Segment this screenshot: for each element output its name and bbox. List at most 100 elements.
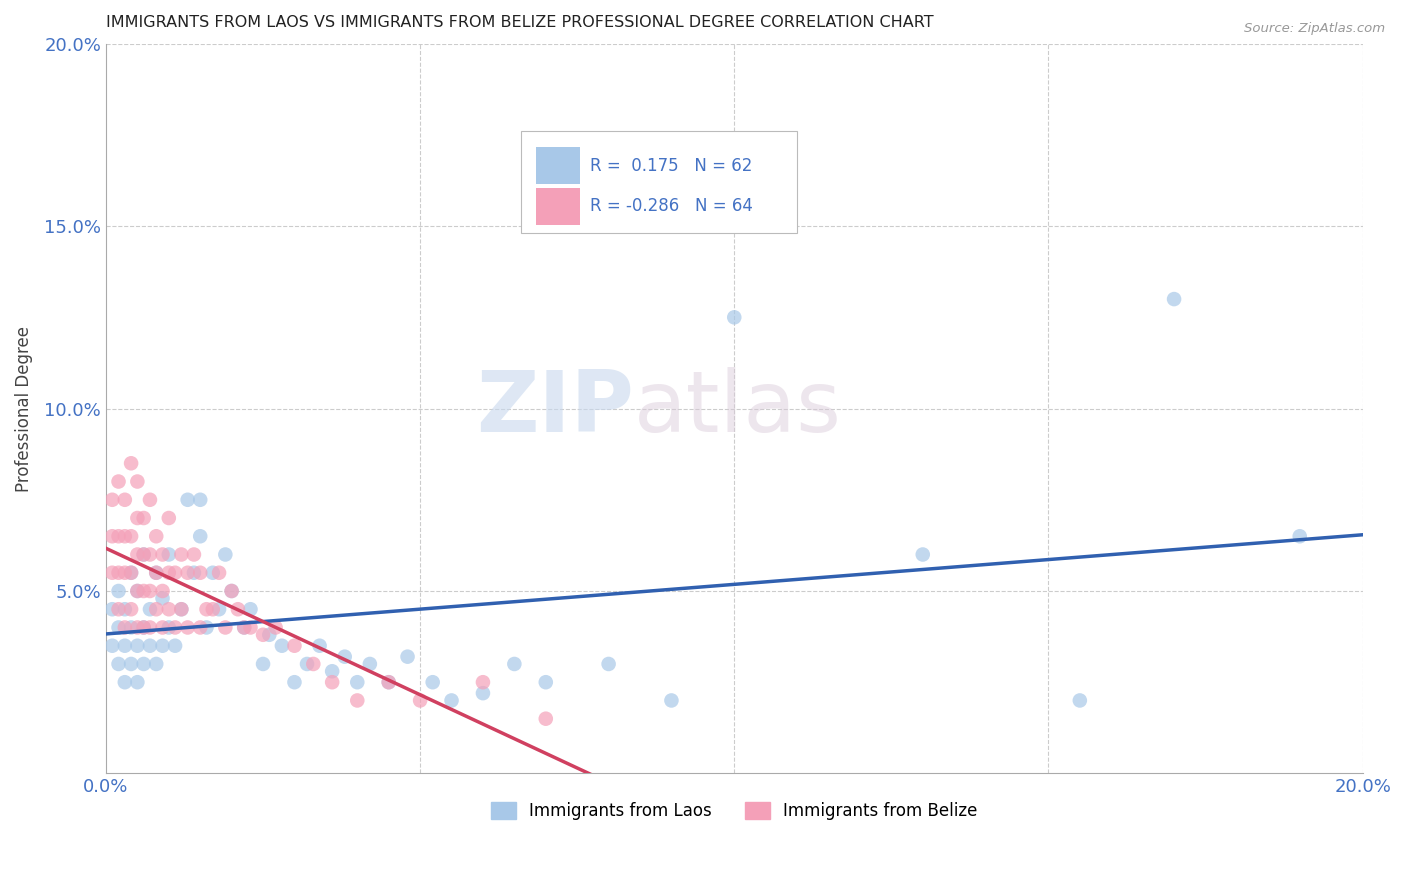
Point: [127, 475, 149, 489]
Legend: Immigrants from Laos, Immigrants from Belize: Immigrants from Laos, Immigrants from Be…: [484, 796, 984, 827]
Point: [333, 649, 356, 664]
Point: [139, 602, 162, 616]
Point: [157, 548, 180, 562]
Point: [377, 675, 399, 690]
Point: [183, 548, 205, 562]
Point: [221, 584, 243, 599]
Point: [183, 566, 205, 580]
Point: [208, 566, 231, 580]
Point: [396, 649, 419, 664]
Point: [723, 310, 745, 325]
Point: [346, 693, 368, 707]
Point: [107, 584, 129, 599]
Point: [114, 639, 136, 653]
Point: [127, 675, 149, 690]
Text: Source: ZipAtlas.com: Source: ZipAtlas.com: [1244, 22, 1385, 36]
Point: [911, 548, 934, 562]
Point: [120, 657, 142, 671]
Point: [259, 628, 281, 642]
Point: [283, 639, 305, 653]
Point: [139, 639, 162, 653]
Point: [127, 584, 149, 599]
Point: [101, 566, 124, 580]
Point: [1163, 292, 1185, 306]
Text: ZIP: ZIP: [477, 367, 634, 450]
Point: [139, 492, 162, 507]
Point: [101, 492, 124, 507]
Point: [233, 620, 256, 634]
Point: [101, 639, 124, 653]
Point: [120, 620, 142, 634]
Point: [264, 620, 287, 634]
Point: [157, 566, 180, 580]
Point: [195, 620, 218, 634]
Point: [214, 620, 236, 634]
Point: [107, 657, 129, 671]
Point: [152, 591, 174, 606]
Point: [127, 584, 149, 599]
Point: [152, 620, 174, 634]
Point: [132, 511, 155, 525]
Point: [176, 620, 198, 634]
Point: [201, 566, 224, 580]
Point: [145, 566, 167, 580]
Point: [239, 602, 262, 616]
Point: [283, 675, 305, 690]
Point: [114, 620, 136, 634]
Point: [120, 529, 142, 543]
Point: [114, 602, 136, 616]
Point: [145, 566, 167, 580]
Point: [132, 548, 155, 562]
Point: [226, 602, 249, 616]
Point: [120, 456, 142, 470]
Point: [201, 602, 224, 616]
Point: [114, 529, 136, 543]
Point: [139, 548, 162, 562]
Point: [139, 584, 162, 599]
Point: [132, 548, 155, 562]
Point: [188, 620, 211, 634]
Point: [1288, 529, 1310, 543]
Text: IMMIGRANTS FROM LAOS VS IMMIGRANTS FROM BELIZE PROFESSIONAL DEGREE CORRELATION C: IMMIGRANTS FROM LAOS VS IMMIGRANTS FROM …: [105, 15, 934, 30]
Point: [170, 602, 193, 616]
Point: [101, 602, 124, 616]
Point: [132, 620, 155, 634]
Point: [422, 675, 444, 690]
Point: [127, 639, 149, 653]
Y-axis label: Professional Degree: Professional Degree: [15, 326, 32, 491]
Point: [145, 657, 167, 671]
Point: [114, 492, 136, 507]
Point: [270, 639, 292, 653]
Point: [132, 584, 155, 599]
Point: [139, 620, 162, 634]
Point: [302, 657, 325, 671]
Text: R =  0.175   N = 62: R = 0.175 N = 62: [589, 156, 752, 175]
Bar: [536, 147, 579, 184]
Point: [440, 693, 463, 707]
Point: [176, 492, 198, 507]
Point: [409, 693, 432, 707]
Point: [471, 675, 494, 690]
FancyBboxPatch shape: [520, 131, 797, 234]
Point: [252, 657, 274, 671]
Point: [145, 602, 167, 616]
Point: [321, 665, 343, 679]
Point: [157, 602, 180, 616]
Point: [321, 675, 343, 690]
Text: R = -0.286   N = 64: R = -0.286 N = 64: [589, 197, 752, 215]
Point: [114, 675, 136, 690]
Point: [145, 529, 167, 543]
Point: [165, 620, 187, 634]
Point: [195, 602, 218, 616]
Point: [120, 566, 142, 580]
Point: [107, 566, 129, 580]
Point: [534, 675, 557, 690]
Point: [127, 548, 149, 562]
Point: [107, 475, 129, 489]
Point: [503, 657, 526, 671]
Point: [233, 620, 256, 634]
Point: [107, 529, 129, 543]
Point: [152, 584, 174, 599]
Point: [152, 548, 174, 562]
Point: [377, 675, 399, 690]
